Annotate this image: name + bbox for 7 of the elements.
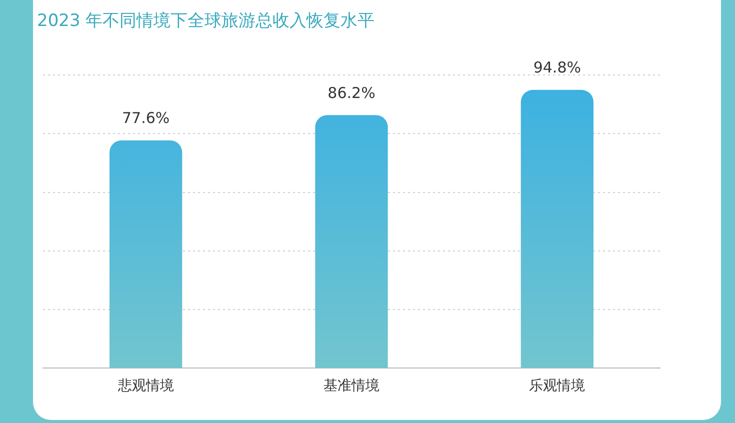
x-tick-label: 基准情境 <box>324 378 380 394</box>
x-tick-label: 悲观情境 <box>116 378 174 394</box>
data-label: 94.8% <box>533 58 581 77</box>
data-label: 77.6% <box>122 109 170 128</box>
data-label: 86.2% <box>328 84 376 102</box>
chart-title: 2023 年不同情境下全球旅游总收入恢复水平 <box>37 10 375 32</box>
x-tick-label: 乐观情境 <box>529 378 586 394</box>
